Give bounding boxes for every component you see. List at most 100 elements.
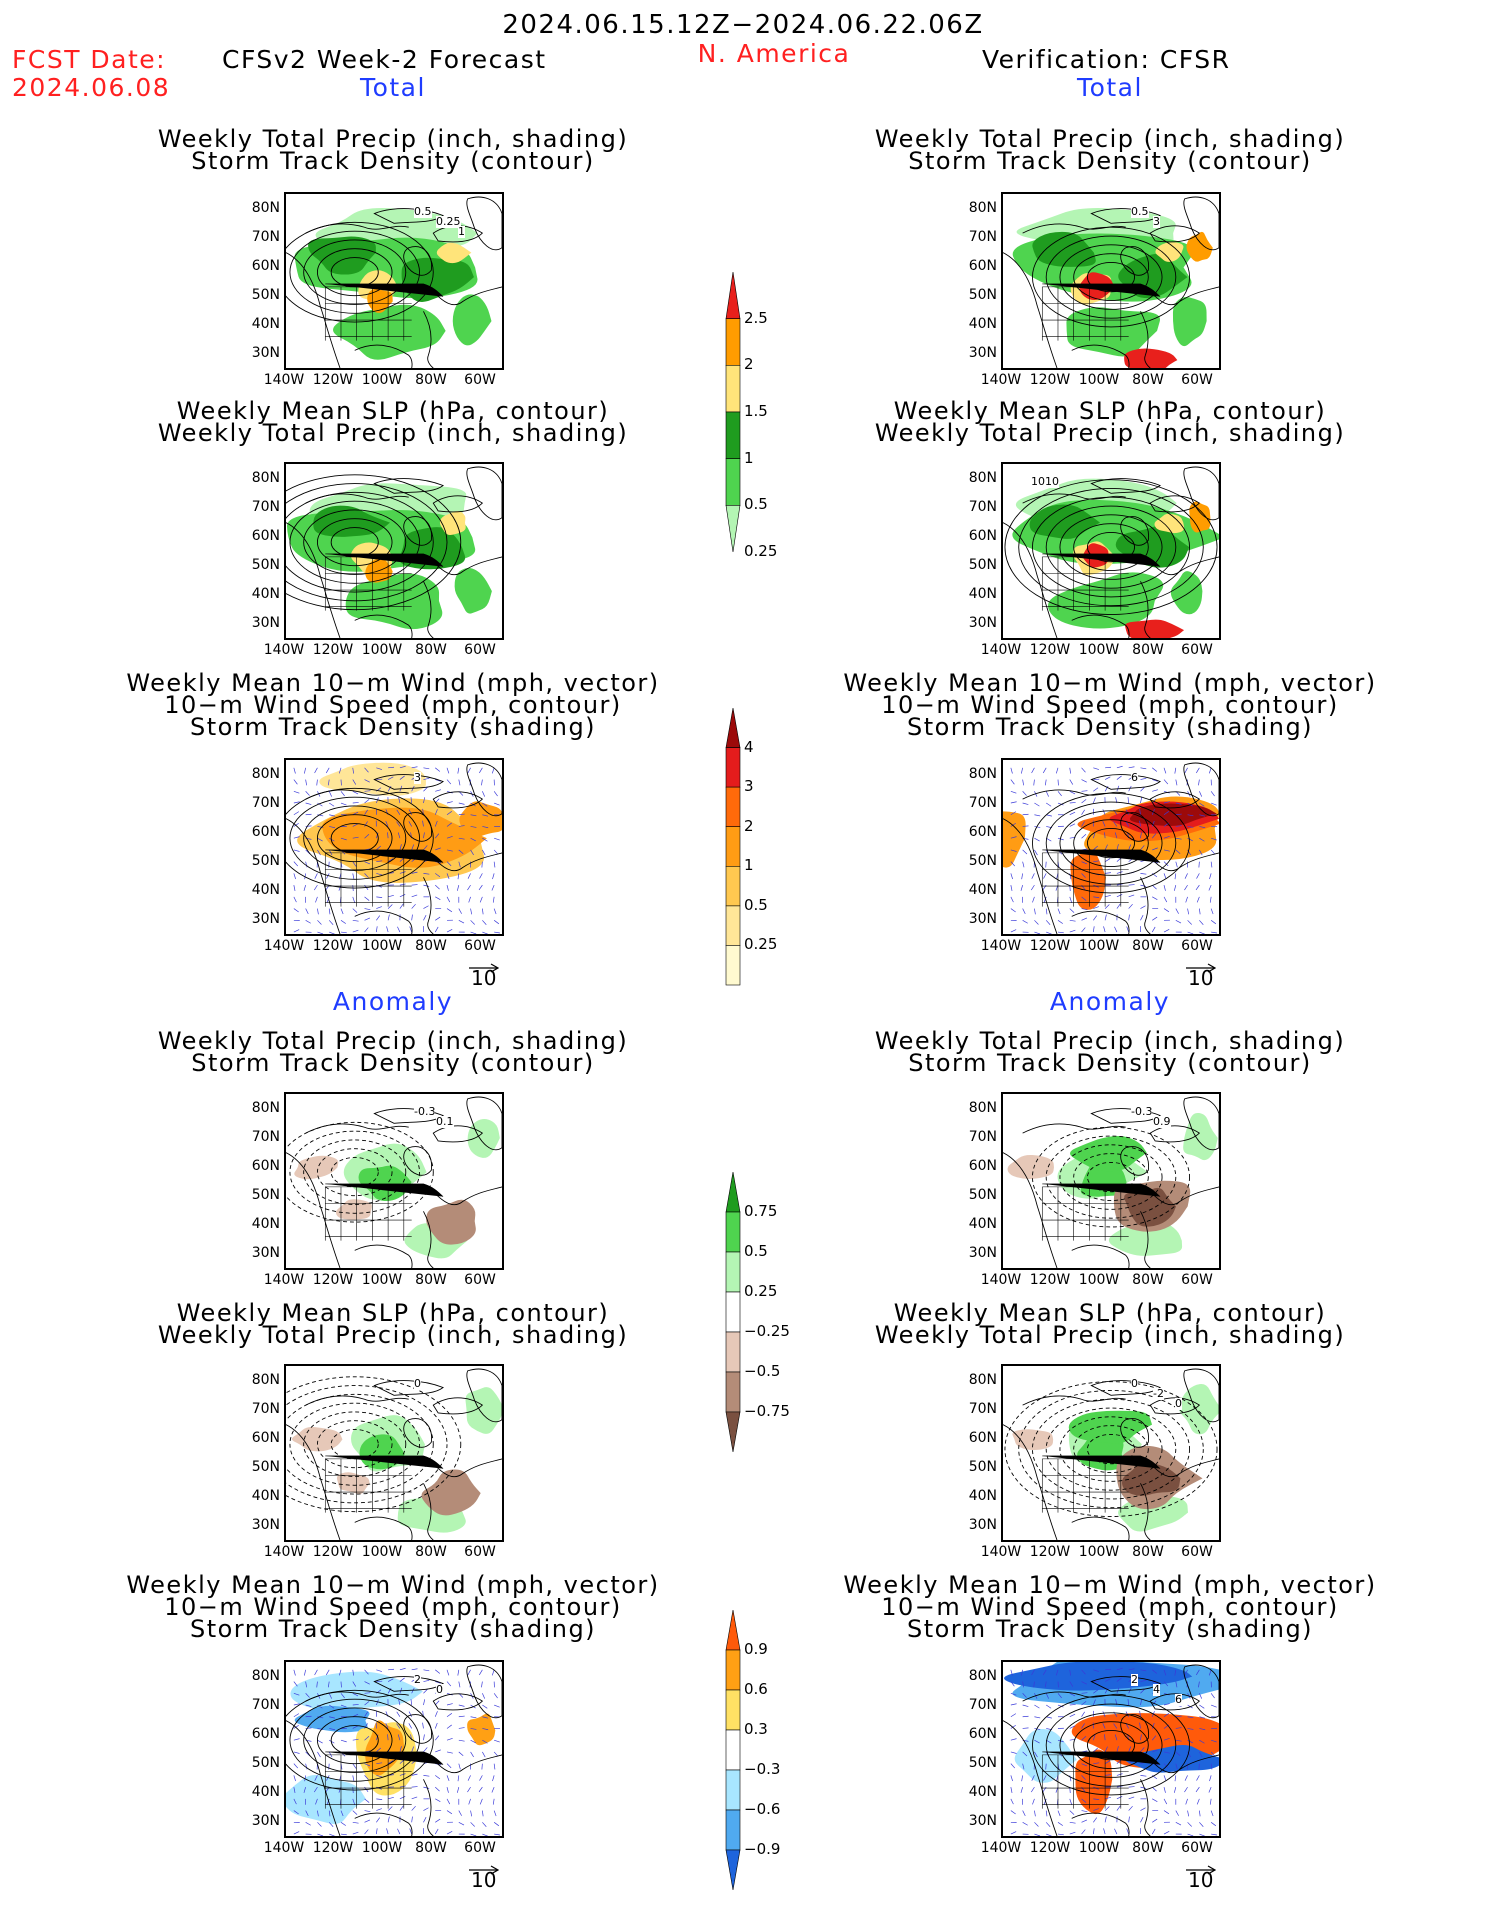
panel-title-line: Weekly Mean 10−m Wind (mph, vector) — [843, 1571, 1377, 1599]
panel-title-line: Weekly Total Precip (inch, shading) — [874, 419, 1346, 447]
latitude-tick: 60N — [968, 824, 997, 840]
panel-title-line: 10−m Wind Speed (mph, contour) — [881, 691, 1339, 719]
longitude-tick: 60W — [464, 372, 496, 388]
storm-shade — [459, 801, 502, 838]
verification-map-wind_storm — [1001, 1660, 1221, 1838]
latitude-tick: 80N — [251, 766, 280, 782]
latitude-tick: 70N — [251, 1697, 280, 1713]
anomaly-shade — [290, 1671, 423, 1711]
coastline — [1003, 466, 1219, 638]
colorbar-label: 2 — [744, 816, 754, 835]
contour-lines — [286, 787, 434, 889]
longitude-tick: 120W — [312, 938, 354, 954]
verification-map-slp_precip — [1001, 462, 1221, 640]
longitude-tick: 100W — [361, 642, 403, 658]
forecast-map-wind_storm — [284, 1660, 504, 1838]
panel-title-line: Weekly Total Precip (inch, shading) — [157, 419, 629, 447]
latitude-tick: 50N — [251, 1459, 280, 1475]
map-canvas — [286, 466, 502, 638]
latitude-tick: 40N — [251, 316, 280, 332]
colorbar-label: −0.3 — [744, 1760, 781, 1778]
anomaly-shade — [1007, 1154, 1054, 1179]
anomaly-shade — [336, 1472, 370, 1495]
latitude-tick: 30N — [968, 615, 997, 631]
anomaly-shade — [294, 1155, 339, 1180]
longitude-tick: 80W — [1132, 938, 1164, 954]
longitude-tick: 140W — [263, 1840, 305, 1856]
latitude-tick: 40N — [251, 1216, 280, 1232]
colorbar-label: 2 — [744, 355, 754, 374]
anomaly-shade — [426, 1199, 476, 1245]
precip-shade — [333, 304, 446, 360]
precip-shade — [1170, 571, 1203, 615]
colorbar-label: −0.75 — [744, 1402, 790, 1420]
contour-label: 1010 — [1031, 475, 1059, 488]
colorbar-segment — [725, 708, 741, 748]
map-canvas — [286, 1664, 502, 1836]
colorbar-label: 0.25 — [744, 1282, 778, 1300]
longitude-tick: 100W — [1078, 938, 1120, 954]
contour-label: 3 — [414, 771, 421, 784]
contour-label: 6 — [1175, 1693, 1182, 1706]
contour-label: -0.3 — [1131, 1105, 1153, 1118]
colorbar-label: 1 — [744, 856, 754, 875]
panel-title-line: Storm Track Density (contour) — [191, 1049, 595, 1077]
colorbar-segment — [725, 1809, 741, 1851]
latitude-tick: 60N — [251, 528, 280, 544]
latitude-tick: 40N — [968, 1488, 997, 1504]
anomaly-shade — [467, 1713, 496, 1746]
contour-label: 6 — [1131, 771, 1138, 784]
map-canvas — [286, 762, 502, 934]
latitude-tick: 50N — [251, 287, 280, 303]
vector-reference-arrow-icon — [1186, 1860, 1217, 1875]
longitude-tick: 60W — [464, 1840, 496, 1856]
latitude-tick: 60N — [251, 1430, 280, 1446]
contour-lines — [286, 474, 462, 611]
anomaly-shade — [365, 1720, 405, 1776]
vector-reference-arrow-icon — [469, 958, 500, 973]
longitude-tick: 140W — [263, 938, 305, 954]
longitude-tick: 100W — [1078, 642, 1120, 658]
anomaly-shade — [291, 1426, 343, 1452]
latitude-tick: 30N — [968, 345, 997, 361]
forecast-map-slp_precip — [284, 1364, 504, 1542]
latitude-tick: 70N — [251, 1129, 280, 1145]
colorbar-label: −0.5 — [744, 1362, 781, 1380]
anomaly-shade — [1068, 1410, 1153, 1444]
colorbar-label: 0.6 — [744, 1680, 768, 1698]
colorbar-label: 3 — [744, 777, 754, 796]
longitude-tick: 140W — [980, 1544, 1022, 1560]
contour-label: -0.3 — [414, 1105, 436, 1118]
latitude-tick: 40N — [251, 1488, 280, 1504]
precip-shade — [1124, 348, 1178, 368]
contour-label: 0 — [414, 1377, 421, 1390]
longitude-tick: 100W — [1078, 1544, 1120, 1560]
latitude-tick: 30N — [968, 1517, 997, 1533]
panel-title-line: Weekly Mean 10−m Wind (mph, vector) — [126, 669, 660, 697]
latitude-tick: 40N — [968, 586, 997, 602]
longitude-tick: 80W — [415, 938, 447, 954]
longitude-tick: 100W — [1078, 372, 1120, 388]
colorbar-label: −0.6 — [744, 1800, 781, 1818]
latitude-tick: 60N — [968, 1726, 997, 1742]
latitude-tick: 60N — [251, 824, 280, 840]
panel-title-line: Storm Track Density (contour) — [908, 147, 1312, 175]
colorbar-segment — [725, 866, 741, 907]
latitude-tick: 40N — [968, 882, 997, 898]
latitude-tick: 80N — [251, 1668, 280, 1684]
longitude-tick: 60W — [1181, 1272, 1213, 1288]
longitude-tick: 140W — [263, 1272, 305, 1288]
latitude-tick: 60N — [968, 1430, 997, 1446]
longitude-tick: 80W — [1132, 1840, 1164, 1856]
latitude-tick: 40N — [251, 882, 280, 898]
colorbar-label: 4 — [744, 737, 754, 756]
map-canvas — [1003, 196, 1219, 368]
longitude-tick: 120W — [312, 1544, 354, 1560]
coastline — [1003, 762, 1219, 934]
colorbar-segment — [725, 1211, 741, 1253]
precip-shade — [1029, 504, 1101, 539]
colorbar-segment — [725, 945, 741, 986]
panel-title-line: Weekly Mean SLP (hPa, contour) — [176, 1299, 610, 1327]
wind-vectors — [1010, 765, 1218, 934]
longitude-tick: 100W — [361, 938, 403, 954]
